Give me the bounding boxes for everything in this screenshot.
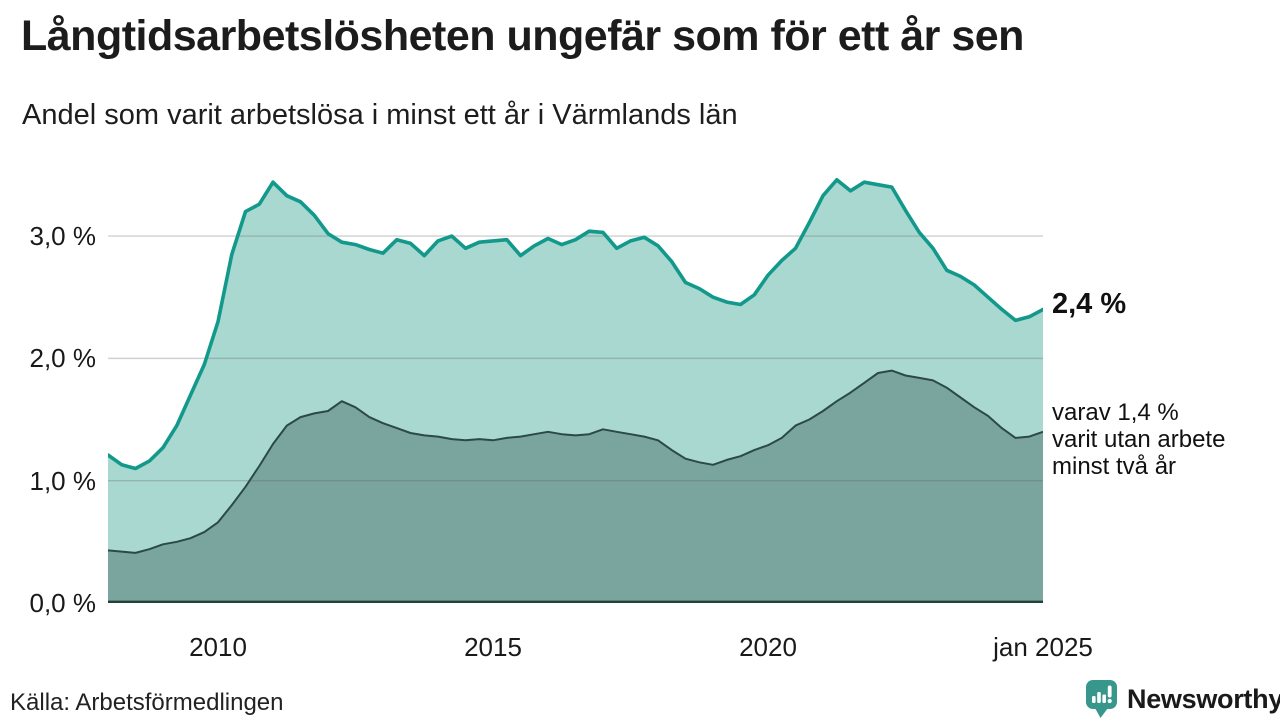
y-tick-label: 0,0 % — [29, 588, 97, 618]
line-minst-tva-ar — [108, 369, 1043, 554]
latest-value-label: 2,4 % — [1052, 288, 1127, 320]
area-chart-plot — [108, 178, 1043, 603]
chart-title: Långtidsarbetslösheten ungefär som för e… — [21, 12, 1024, 60]
chart-subtitle: Andel som varit arbetslösa i minst ett å… — [22, 99, 738, 131]
two-year-value-label: varav 1,4 % varit utan arbete minst två … — [1052, 399, 1226, 480]
newsworthy-wordmark: Newsworthy — [1127, 683, 1280, 714]
x-tick-label: 2015 — [464, 632, 522, 662]
line-minst-ett-ar — [108, 178, 1043, 471]
y-tick-label: 2,0 % — [29, 343, 97, 374]
y-tick-label: 1,0 % — [29, 465, 97, 496]
source-label: Källa: Arbetsförmedlingen — [10, 689, 284, 716]
x-tick-label: jan 2025 — [993, 632, 1093, 662]
x-tick-label: 2020 — [739, 632, 797, 662]
newsworthy-logo: Newsworthy — [1084, 679, 1280, 719]
bar-chart-speech-bubble-icon — [1086, 680, 1117, 718]
y-tick-label: 3,0 % — [29, 221, 97, 252]
x-tick-label: 2010 — [189, 632, 247, 662]
area-fill-minst-tva-ar — [108, 370, 1043, 603]
